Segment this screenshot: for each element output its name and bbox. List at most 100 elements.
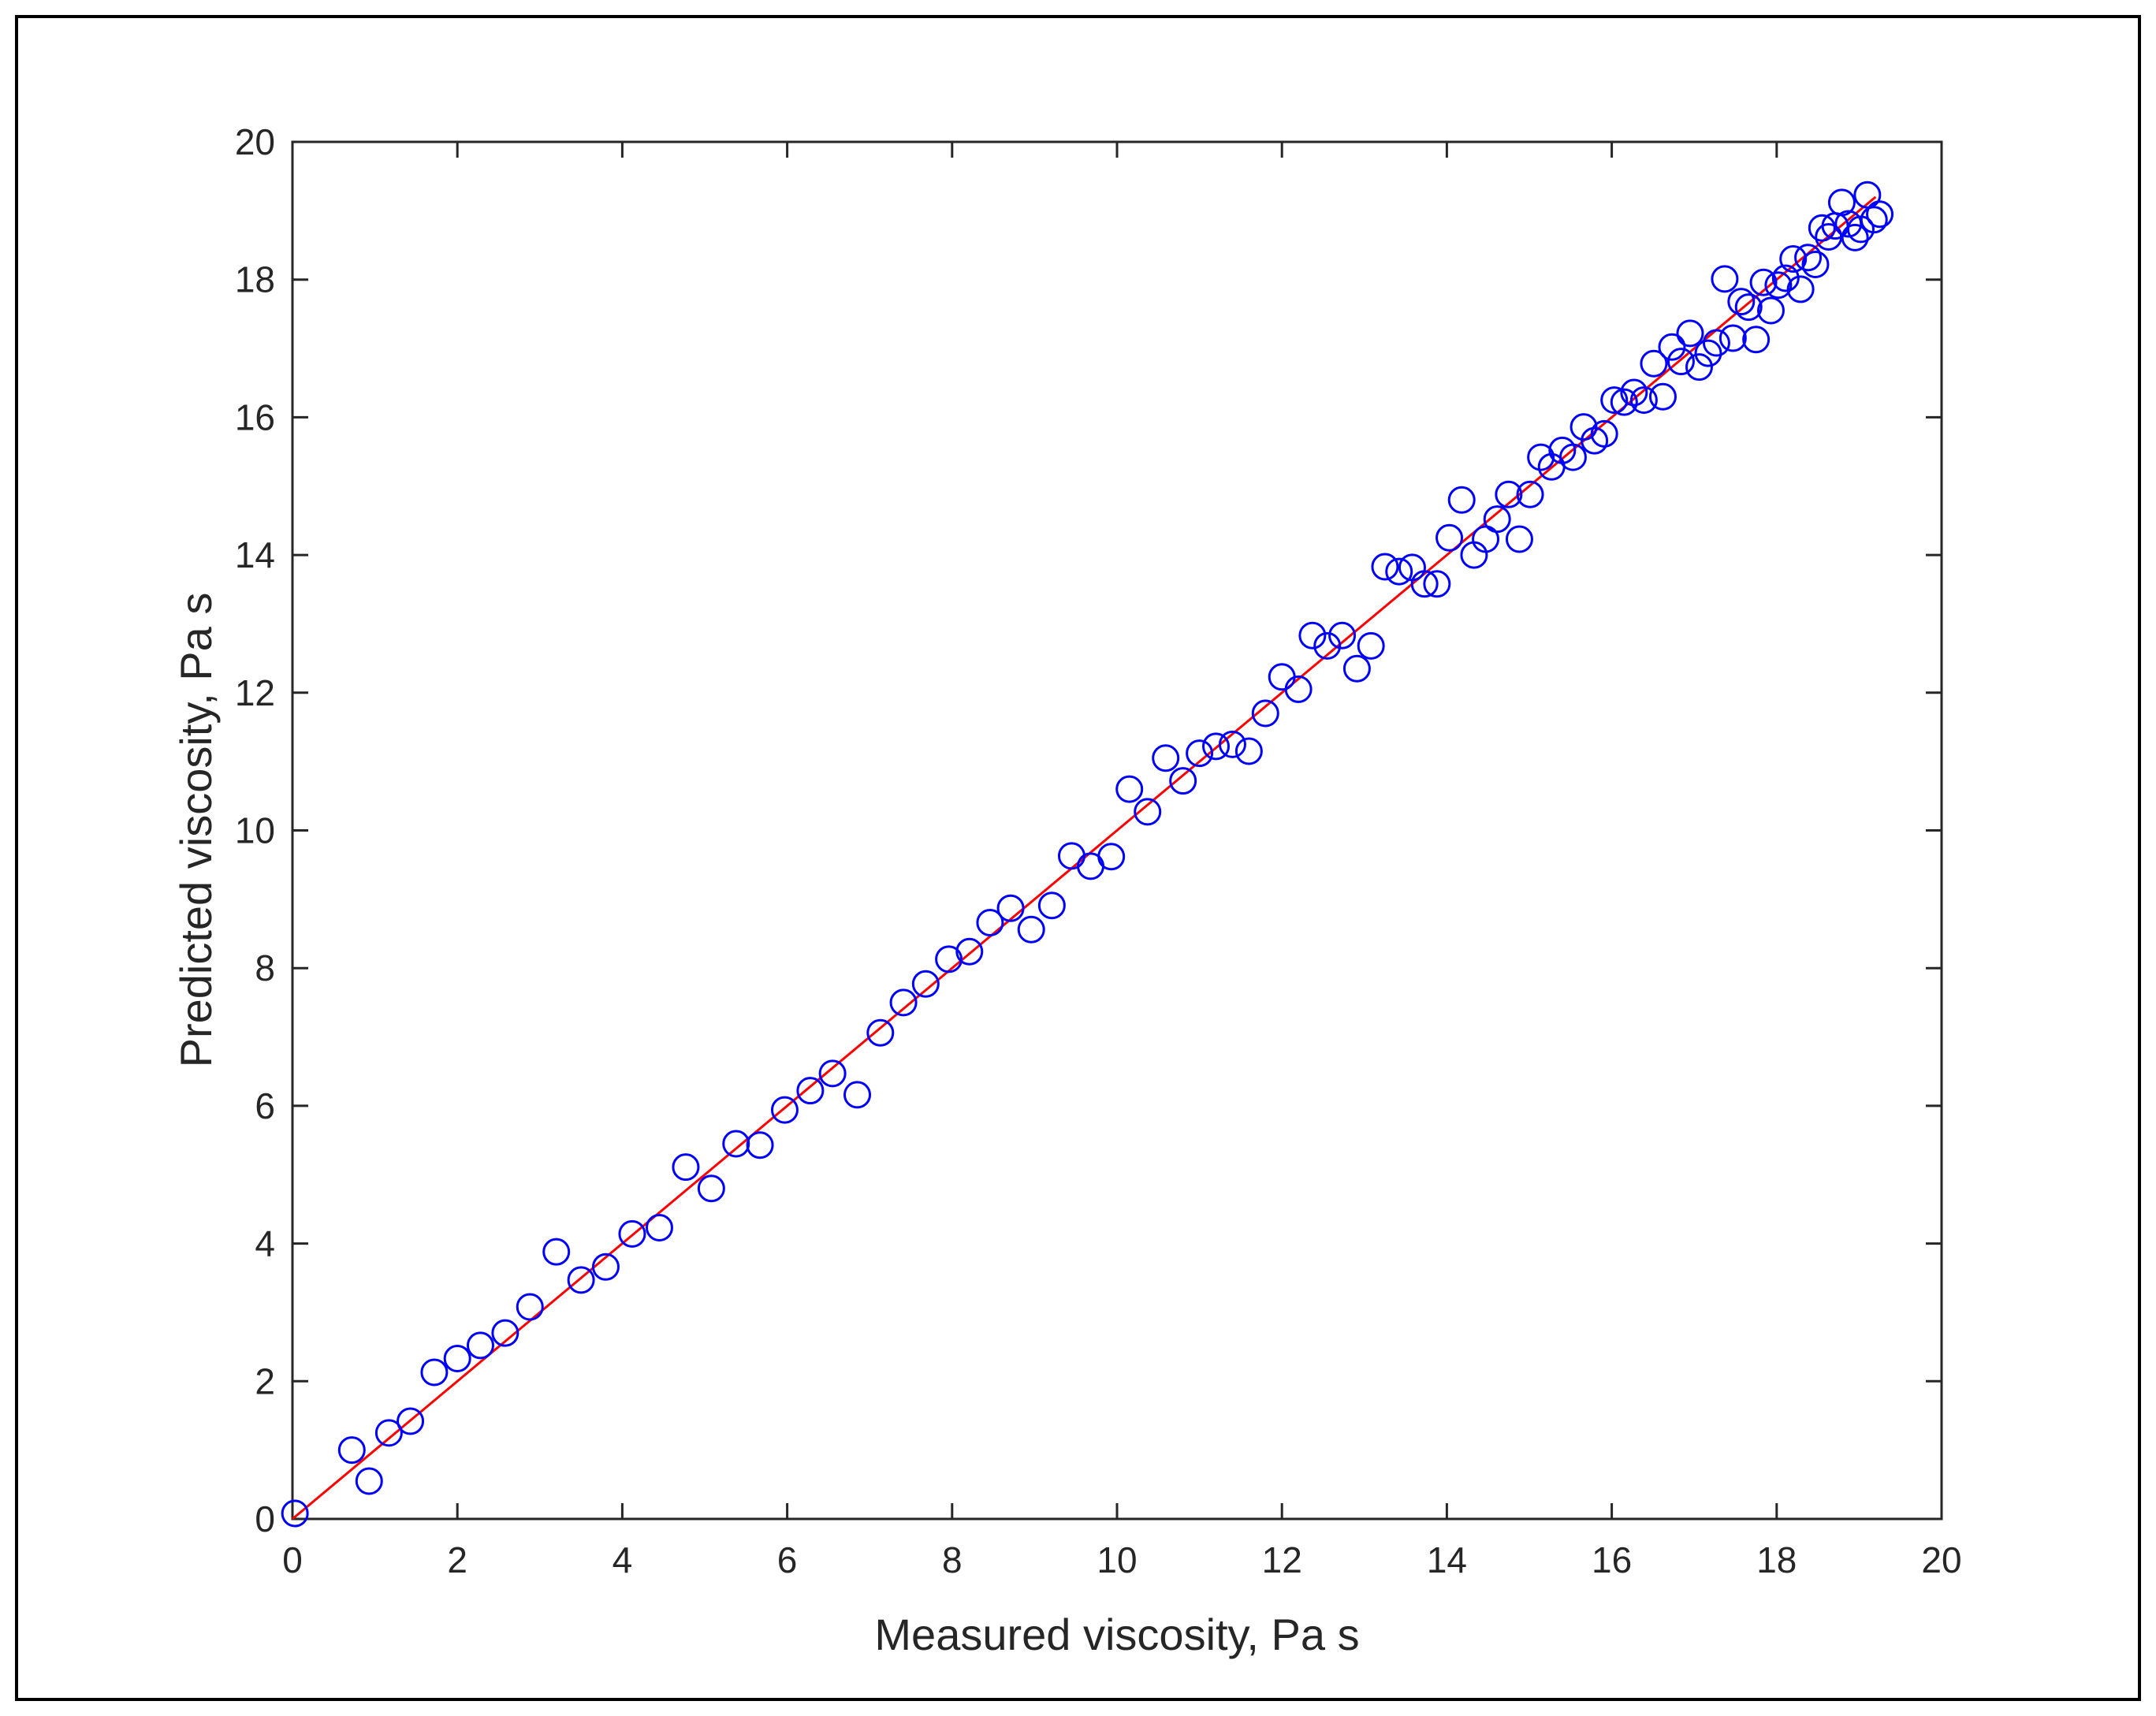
x-tick-label: 12	[1262, 1539, 1302, 1580]
data-point	[1801, 250, 1830, 278]
y-tick-label: 14	[235, 534, 275, 575]
data-point	[1841, 223, 1869, 251]
data-point	[1527, 443, 1555, 471]
data-point	[1495, 480, 1523, 508]
data-point	[1342, 654, 1371, 683]
data-point	[1629, 386, 1658, 415]
data-point	[722, 1130, 750, 1158]
data-point	[1600, 386, 1629, 415]
data-point	[281, 1499, 309, 1528]
data-point	[955, 937, 984, 966]
data-point	[1435, 523, 1464, 552]
data-point	[1779, 244, 1808, 273]
data-point	[355, 1467, 383, 1495]
data-point	[337, 1436, 366, 1465]
x-tick-label: 18	[1756, 1539, 1797, 1580]
data-point	[1756, 296, 1785, 325]
data-point	[1516, 480, 1544, 508]
data-point	[443, 1344, 471, 1372]
data-point	[697, 1174, 725, 1203]
data-point	[1771, 264, 1800, 292]
data-point	[1694, 339, 1722, 367]
x-tick-label: 4	[613, 1539, 633, 1580]
data-point	[1718, 324, 1747, 352]
x-tick-label: 6	[777, 1539, 798, 1580]
data-point	[1590, 419, 1618, 448]
data-point	[491, 1319, 519, 1347]
data-point	[1371, 553, 1399, 581]
data-point	[843, 1081, 872, 1109]
data-point	[1115, 775, 1144, 803]
x-tick-label: 2	[447, 1539, 467, 1580]
data-point	[1037, 892, 1066, 920]
y-tick-label: 6	[255, 1085, 275, 1126]
data-point	[1702, 329, 1730, 357]
data-point	[911, 970, 940, 998]
data-point	[1676, 319, 1704, 348]
x-tick-label: 0	[282, 1539, 303, 1580]
data-point	[1860, 206, 1888, 234]
data-point	[1410, 570, 1439, 598]
y-tick-label: 8	[255, 947, 275, 988]
data-point	[1610, 388, 1638, 416]
x-axis-tick-labels: 0 2 4 6 8 10 12 14 16 18 20	[282, 1539, 1961, 1580]
data-point	[1284, 675, 1313, 703]
data-point	[1640, 349, 1668, 378]
x-tick-label: 20	[1921, 1539, 1961, 1580]
y-axis-label: Predicted viscosity, Pa s	[171, 593, 221, 1068]
data-point	[1097, 843, 1126, 871]
data-point	[1186, 739, 1214, 768]
data-point	[746, 1131, 774, 1160]
data-point	[420, 1358, 449, 1387]
data-point	[1734, 293, 1763, 322]
data-point	[374, 1419, 403, 1447]
data-point	[672, 1153, 700, 1182]
data-point	[542, 1238, 571, 1266]
data-point	[1620, 378, 1648, 407]
data-point	[1202, 732, 1231, 761]
data-point	[516, 1293, 544, 1321]
data-point	[1505, 525, 1533, 553]
data-point	[1742, 326, 1771, 354]
data-point	[618, 1219, 646, 1248]
data-point	[1727, 288, 1756, 316]
y-tick-label: 16	[235, 396, 275, 437]
y-tick-label: 12	[235, 672, 275, 713]
data-point	[1666, 348, 1695, 376]
data-point	[645, 1214, 673, 1242]
y-tick-label: 4	[255, 1223, 275, 1264]
scatter-chart: 0 2 4 6 8 10 12 14 16 18 20 0 2 4 6 8 10 12 14 16 18 20 Meas…	[171, 121, 1962, 1659]
data-point	[1251, 699, 1279, 728]
y-tick-label: 20	[235, 121, 275, 162]
data-point	[1866, 200, 1894, 229]
y-tick-label: 0	[255, 1498, 275, 1539]
data-point	[1658, 333, 1686, 361]
x-tick-label: 16	[1592, 1539, 1632, 1580]
data-point	[1483, 505, 1511, 534]
data-point	[866, 1018, 895, 1047]
x-tick-label: 14	[1427, 1539, 1467, 1580]
data-point	[976, 909, 1004, 937]
data-point	[1169, 767, 1197, 795]
data-point	[1853, 181, 1882, 209]
data-point	[567, 1266, 595, 1294]
data-point	[1218, 730, 1246, 758]
data-point	[1558, 443, 1587, 471]
data-point	[1685, 353, 1713, 382]
y-axis-tick-labels: 0 2 4 6 8 10 12 14 16 18 20	[235, 121, 275, 1539]
y-axis-ticks	[292, 140, 1942, 1521]
y-tick-label: 2	[255, 1361, 275, 1401]
data-point	[1357, 631, 1385, 660]
data-point	[1749, 268, 1778, 296]
data-point	[1827, 188, 1856, 217]
data-point	[1786, 275, 1815, 303]
data-point	[1298, 621, 1327, 650]
data-point	[1313, 631, 1342, 660]
data-point	[1764, 271, 1793, 300]
data-point	[1017, 915, 1045, 944]
data-point	[1570, 413, 1598, 441]
data-point	[1385, 557, 1413, 586]
y-tick-label: 18	[235, 259, 275, 300]
data-point	[1711, 265, 1739, 293]
data-point	[1648, 382, 1677, 411]
